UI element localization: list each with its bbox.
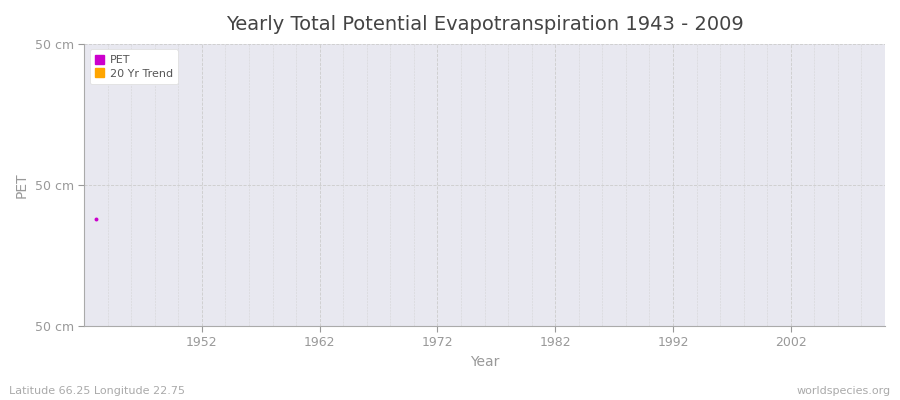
Text: worldspecies.org: worldspecies.org (796, 386, 891, 396)
Title: Yearly Total Potential Evapotranspiration 1943 - 2009: Yearly Total Potential Evapotranspiratio… (226, 15, 743, 34)
Text: Latitude 66.25 Longitude 22.75: Latitude 66.25 Longitude 22.75 (9, 386, 185, 396)
Point (89, 216, 104, 222)
Y-axis label: PET: PET (15, 172, 29, 198)
X-axis label: Year: Year (470, 355, 500, 369)
Legend: PET, 20 Yr Trend: PET, 20 Yr Trend (90, 50, 178, 84)
